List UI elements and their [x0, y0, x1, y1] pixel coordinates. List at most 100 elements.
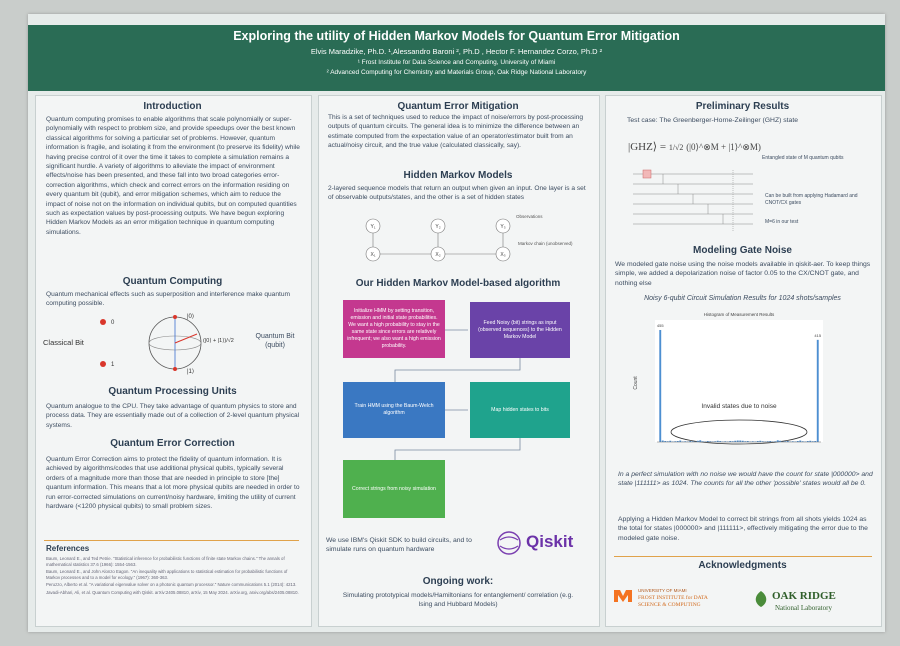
- bar: [684, 441, 687, 442]
- paragraph: Quantum mechanical effects such as super…: [46, 291, 290, 308]
- title: Exploring the utility of Hidden Markov M…: [233, 29, 680, 43]
- note: Entangled state of M quantum qubits: [762, 155, 844, 161]
- reference: Baum, Leonard E., and Ted Petrie. "Stati…: [46, 556, 285, 567]
- heading: Acknowledgments: [698, 560, 787, 571]
- bar: [669, 440, 672, 442]
- paragraph: Test case: The Greenberger-Horne-Zeiling…: [627, 117, 798, 124]
- annotation: Invalid states due to noise: [701, 403, 777, 410]
- bar: [779, 440, 782, 442]
- affiliation: ¹ Frost Institute for Data Science and C…: [357, 59, 556, 66]
- bar: [701, 441, 704, 442]
- bar: [716, 440, 719, 442]
- paragraph: In a perfect simulation with no noise we…: [618, 471, 873, 488]
- middle-column: [318, 95, 600, 627]
- bar: [816, 339, 819, 442]
- bar: [759, 440, 762, 442]
- paragraph: This is a set of techniques used to redu…: [328, 114, 584, 150]
- circuit-diagram: [633, 169, 753, 232]
- node-label: Y₁: [370, 224, 375, 230]
- hmm-diagram: Y₁ Y₂ Y₃ X₁ X₂ X₃ Observations Markov chain …: [365, 214, 573, 262]
- heading: Quantum Computing: [122, 276, 223, 287]
- label: Classical Bit: [43, 338, 85, 347]
- step-box: Initialize HMM by setting transition, em…: [343, 300, 445, 358]
- arrow: [394, 358, 521, 382]
- heading: Our Hidden Markov Model-based algorithm: [355, 278, 561, 289]
- bit-dot: [100, 319, 106, 325]
- logo-text: National Laboratory: [775, 604, 832, 612]
- bar: [661, 440, 664, 442]
- bar: [801, 441, 804, 442]
- bar: [796, 441, 799, 442]
- histogram-title: Histogram of Measurement Results: [704, 312, 775, 317]
- plot-area: [655, 320, 823, 442]
- divider: [614, 556, 872, 557]
- heading: Preliminary Results: [695, 101, 790, 112]
- bar: [751, 441, 754, 442]
- node-label: X₂: [435, 252, 440, 258]
- bit-label: 1: [111, 362, 115, 368]
- bar: [674, 441, 677, 442]
- label: Markov chain (unobserved): [518, 241, 573, 246]
- divider: [44, 540, 299, 541]
- paragraph: Simulating prototypical models/Hamiltoni…: [342, 592, 574, 609]
- bar: [699, 440, 702, 442]
- formula-part: |GHZ⟩ =: [628, 141, 667, 153]
- step-box: Correct strings from noisy simulation: [343, 460, 445, 518]
- logo-text: OAK RIDGE: [772, 590, 836, 602]
- note: M=6 in our test: [765, 219, 799, 225]
- paragraph: 2-layered sequence models that return an…: [328, 185, 586, 202]
- paragraph: Quantum analogue to the CPU. They take a…: [46, 403, 300, 429]
- heading: Introduction: [143, 101, 202, 112]
- bar: [756, 441, 759, 442]
- label: Observations: [516, 214, 543, 219]
- paragraph: We use IBM's Qiskit SDK to build circuit…: [326, 537, 472, 553]
- reference: Javadi-Abhari, Ali, et al. Quantum Compu…: [46, 589, 299, 595]
- bit-label: 0: [111, 320, 115, 326]
- node-label: Y₃: [500, 224, 505, 230]
- bar: [791, 441, 794, 442]
- bar-label: 415: [814, 333, 821, 338]
- qiskit-logo: Qiskit: [526, 532, 574, 551]
- bar: [741, 440, 744, 442]
- bar: [691, 441, 694, 442]
- logo-text: UNIVERSITY OF MIAMI: [638, 588, 687, 593]
- step-box: Train HMM using the Baum-Welch algorithm: [343, 382, 445, 438]
- heading: Quantum Error Correction: [110, 438, 235, 449]
- bar: [786, 441, 789, 442]
- reference: Peruzzo, Alberto et al. "A variational e…: [46, 582, 297, 588]
- ket: |0⟩: [187, 313, 194, 320]
- pole: [173, 315, 177, 319]
- authors: Elvis Maradzike, Ph.D. ¹,Alessandro Baro…: [310, 47, 603, 56]
- reference: Baum, Leonard E., and John Alonzo Eagon.…: [46, 569, 288, 580]
- bar: [806, 441, 809, 442]
- node-label: X₁: [370, 252, 375, 258]
- ket: |1⟩: [187, 368, 194, 375]
- heading: Quantum Error Mitigation: [397, 101, 519, 112]
- heading: References: [46, 544, 90, 553]
- bar: [739, 440, 742, 442]
- um-logo: [614, 590, 632, 602]
- paragraph: We modeled gate noise using the noise mo…: [615, 261, 871, 287]
- heading: Ongoing work:: [422, 576, 494, 587]
- logo-mark: [755, 591, 767, 607]
- node-label: X₃: [500, 252, 505, 258]
- bar: [666, 441, 669, 442]
- bar: [799, 440, 802, 442]
- bar: [809, 440, 812, 442]
- bar: [744, 441, 747, 442]
- bar: [696, 440, 699, 442]
- step-box: Map hidden states to bits: [470, 382, 570, 438]
- paragraph: Quantum Error Correction aims to protect…: [46, 456, 300, 511]
- bar: [679, 440, 682, 442]
- qiskit-icon: [497, 531, 521, 555]
- bar: [659, 330, 662, 442]
- bar: [734, 440, 737, 442]
- bar: [709, 441, 712, 442]
- bar: [731, 441, 734, 442]
- bar: [814, 441, 817, 442]
- subtitle: Noisy 6-qubit Circuit Simulation Results…: [644, 295, 841, 302]
- bar: [724, 441, 727, 442]
- bar: [676, 441, 679, 442]
- bar: [689, 441, 692, 442]
